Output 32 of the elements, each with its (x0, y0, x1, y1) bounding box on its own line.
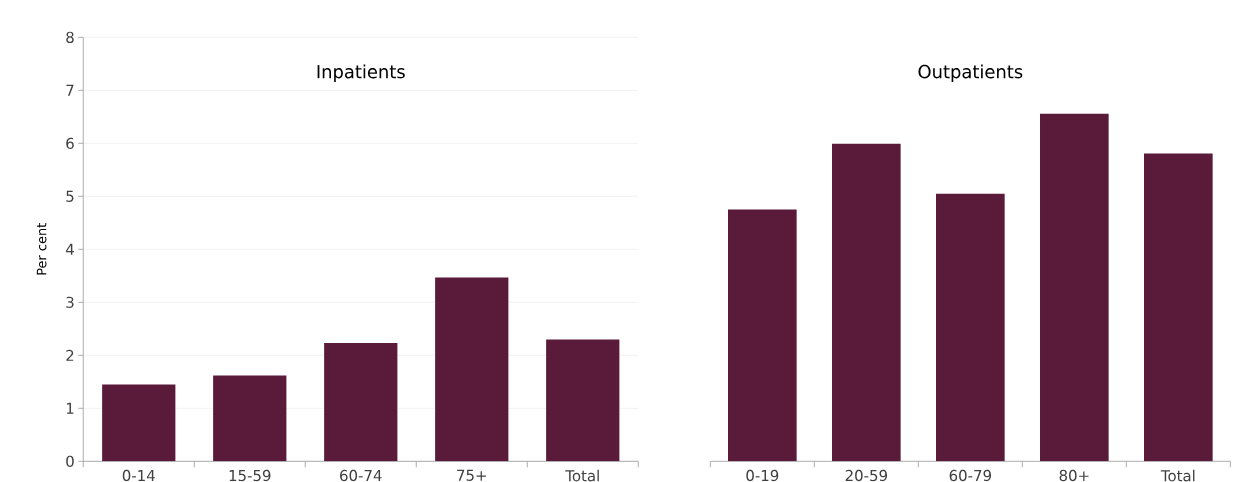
x-tick-label: Total (565, 469, 599, 482)
y-tick-label: 0 (66, 455, 74, 467)
text: Outpatients (918, 64, 1023, 82)
y-tick-label: 1 (66, 402, 74, 414)
x-tick-label: 0-19 (746, 469, 779, 482)
bar (213, 375, 287, 462)
y-tick-label: 3 (66, 296, 74, 308)
text: Inpatients (317, 64, 405, 82)
y-axis-title: Per cent (36, 223, 47, 275)
x-tick-label: 15-59 (229, 469, 271, 482)
bar (936, 193, 1005, 462)
bar (102, 384, 176, 462)
x-tick-label: 0-14 (122, 469, 155, 482)
bar (832, 143, 901, 462)
y-tick-label: 8 (66, 31, 74, 43)
bar (1144, 153, 1213, 462)
bar (435, 277, 509, 462)
x-tick-label: 20-59 (845, 469, 887, 482)
bar (1040, 113, 1109, 462)
y-tick-label: 2 (66, 349, 74, 361)
x-tick-label: 80+ (1059, 469, 1089, 482)
y-tick-label: 5 (66, 190, 74, 202)
x-tick-label: 60-79 (949, 469, 991, 482)
bar (728, 209, 797, 462)
bar (546, 339, 620, 462)
x-tick-label: 60-74 (340, 469, 382, 482)
bar (324, 343, 398, 462)
x-tick-label: Total (1160, 469, 1195, 482)
y-tick-label: 4 (65, 243, 74, 255)
x-tick-label: 75+ (457, 469, 486, 481)
y-tick-label: 6 (66, 137, 74, 149)
y-tick-label: 7 (66, 84, 74, 96)
